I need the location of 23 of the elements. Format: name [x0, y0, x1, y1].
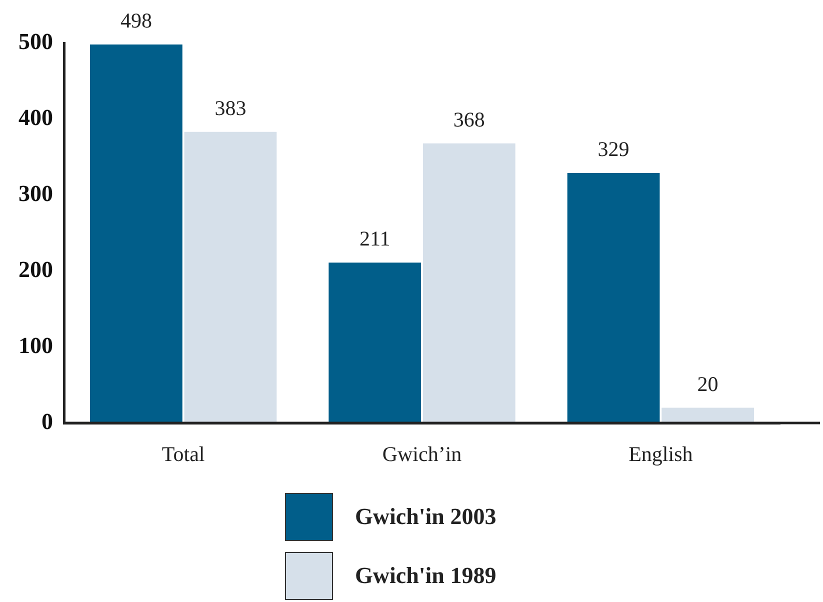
bar	[90, 44, 182, 423]
x-tick-label: English	[628, 442, 694, 466]
y-tick-label: 0	[42, 408, 53, 434]
legend-label: Gwich'in 2003	[355, 504, 496, 530]
y-tick-label: 100	[18, 332, 53, 358]
y-tick-label: 300	[18, 180, 53, 206]
y-tick-label: 400	[18, 104, 53, 130]
legend-label: Gwich'in 1989	[355, 563, 496, 589]
bar	[567, 172, 660, 423]
data-label: 383	[214, 96, 246, 120]
x-tick-label: Gwich’in	[382, 442, 462, 466]
bar	[328, 262, 422, 423]
data-label: 498	[120, 8, 152, 33]
x-tick-label: Total	[162, 442, 205, 466]
data-label: 211	[359, 226, 390, 251]
bar	[422, 143, 516, 423]
data-label: 329	[598, 136, 630, 161]
data-label: 368	[453, 107, 485, 132]
y-tick-label: 200	[18, 256, 53, 282]
y-tick-label: 500	[18, 28, 53, 54]
bar	[184, 132, 277, 423]
data-label: 20	[697, 372, 718, 396]
bar	[662, 408, 754, 423]
